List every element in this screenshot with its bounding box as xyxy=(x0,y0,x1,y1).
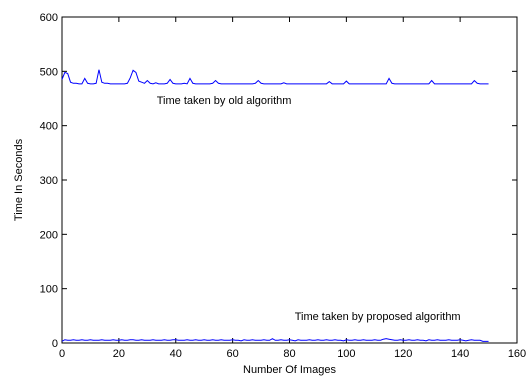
annotations: Time taken by old algorithm Time taken by… xyxy=(157,95,461,323)
x-tick-label: 60 xyxy=(227,348,239,360)
x-tick-label: 160 xyxy=(508,348,526,360)
y-tick-label: 500 xyxy=(40,66,58,78)
series-line-2 xyxy=(61,338,489,342)
y-tick-label: 100 xyxy=(40,284,58,296)
y-tick-label: 0 xyxy=(52,338,58,350)
y-tick-label: 200 xyxy=(40,229,58,241)
x-axis-ticks: 0 20 40 60 80 100 120 140 160 xyxy=(59,17,526,360)
y-axis-label: Time In Seconds xyxy=(13,138,25,221)
annotation-label: Time taken by proposed algorithm xyxy=(295,311,461,323)
x-tick-label: 120 xyxy=(394,348,412,360)
x-axis-label: Number Of Images xyxy=(243,364,336,376)
x-tick-label: 20 xyxy=(113,348,125,360)
y-axis-ticks: 0 100 200 300 400 500 600 xyxy=(40,12,517,350)
y-tick-label: 300 xyxy=(40,175,58,187)
x-tick-label: 40 xyxy=(170,348,182,360)
y-tick-label: 400 xyxy=(40,121,58,133)
y-tick-label: 600 xyxy=(40,12,58,24)
x-tick-label: 140 xyxy=(451,348,469,360)
x-tick-label: 80 xyxy=(283,348,295,360)
series-line-1 xyxy=(61,69,489,85)
series-lines xyxy=(61,69,489,342)
axes-box xyxy=(61,16,518,344)
plot-area xyxy=(61,16,518,344)
x-tick-label: 100 xyxy=(337,348,355,360)
annotation-label: Time taken by old algorithm xyxy=(157,95,292,107)
x-tick-label: 0 xyxy=(59,348,65,360)
